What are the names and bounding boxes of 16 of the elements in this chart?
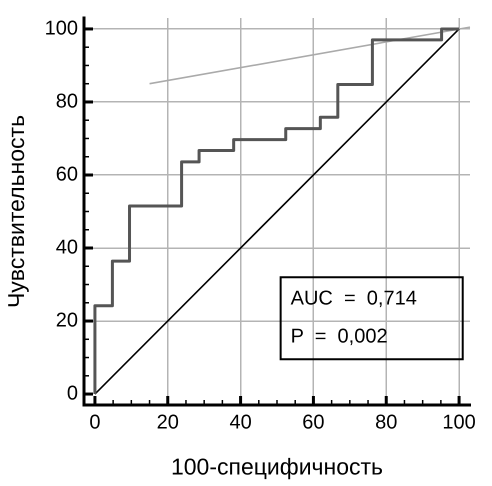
y-tick-label: 100 (44, 17, 78, 40)
y-axis-title: Чувствительность (3, 114, 30, 308)
annotation: P = 0,002 (290, 326, 388, 348)
x-tick-label: 100 (442, 412, 476, 434)
annotation: AUC = 0,714 (290, 288, 417, 310)
y-tick-label: 80 (56, 90, 78, 112)
y-tick-label: 40 (56, 236, 78, 259)
x-tick-label: 40 (229, 412, 252, 434)
y-tick-label: 20 (56, 310, 78, 332)
x-tick-label: 60 (302, 412, 325, 434)
y-tick-label: 0 (66, 382, 78, 405)
x-tick-label: 0 (89, 412, 100, 434)
x-tick-label: 80 (375, 412, 398, 434)
x-tick-label: 20 (156, 412, 179, 434)
x-axis-title: 100-специфичность (170, 454, 384, 480)
y-tick-label: 60 (56, 164, 78, 186)
